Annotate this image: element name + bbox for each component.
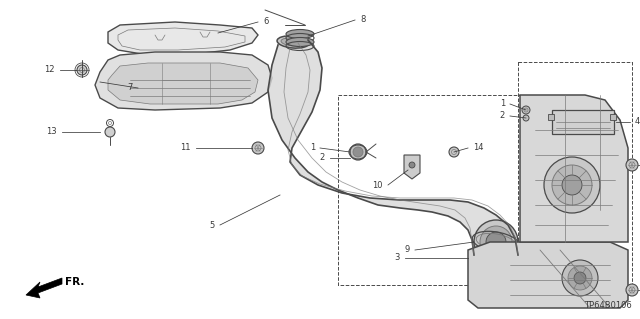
- Text: 6: 6: [263, 18, 268, 26]
- Circle shape: [626, 284, 638, 296]
- Ellipse shape: [281, 38, 305, 46]
- Circle shape: [568, 266, 592, 290]
- Text: FR.: FR.: [65, 277, 84, 287]
- Circle shape: [574, 272, 586, 284]
- Text: 9: 9: [404, 246, 410, 255]
- Ellipse shape: [286, 29, 314, 39]
- Text: 14: 14: [473, 144, 483, 152]
- Text: 5: 5: [210, 220, 215, 229]
- Text: 2: 2: [320, 153, 325, 162]
- Polygon shape: [108, 63, 258, 104]
- Polygon shape: [26, 278, 62, 298]
- Circle shape: [353, 147, 363, 157]
- Circle shape: [105, 127, 115, 137]
- Circle shape: [523, 115, 529, 121]
- Circle shape: [626, 159, 638, 171]
- Bar: [552, 110, 614, 134]
- Text: 3: 3: [395, 254, 400, 263]
- Circle shape: [562, 175, 582, 195]
- Text: 7: 7: [127, 84, 133, 93]
- Text: 4: 4: [635, 117, 640, 127]
- Text: TP64B0106: TP64B0106: [584, 301, 632, 310]
- Circle shape: [77, 65, 87, 75]
- Polygon shape: [268, 40, 518, 255]
- Bar: [548, 114, 554, 120]
- Text: 13: 13: [46, 128, 57, 137]
- Circle shape: [544, 157, 600, 213]
- Text: 11: 11: [180, 144, 191, 152]
- Text: 1: 1: [310, 144, 315, 152]
- Circle shape: [522, 106, 530, 114]
- Ellipse shape: [277, 36, 309, 48]
- Circle shape: [480, 226, 512, 258]
- Polygon shape: [404, 155, 420, 179]
- Circle shape: [449, 147, 459, 157]
- Circle shape: [562, 260, 598, 296]
- Polygon shape: [108, 22, 258, 55]
- Text: 2: 2: [500, 112, 505, 121]
- Text: 12: 12: [45, 65, 55, 75]
- Polygon shape: [520, 95, 628, 242]
- Text: 10: 10: [372, 181, 383, 189]
- Circle shape: [474, 220, 518, 264]
- Bar: [610, 114, 616, 120]
- Circle shape: [552, 165, 592, 205]
- Polygon shape: [95, 52, 272, 110]
- Circle shape: [486, 232, 506, 252]
- Polygon shape: [468, 242, 628, 308]
- Circle shape: [409, 162, 415, 168]
- Circle shape: [252, 142, 264, 154]
- Ellipse shape: [286, 38, 314, 47]
- Text: 1: 1: [500, 100, 505, 108]
- Text: 8: 8: [360, 16, 365, 25]
- Circle shape: [350, 144, 366, 160]
